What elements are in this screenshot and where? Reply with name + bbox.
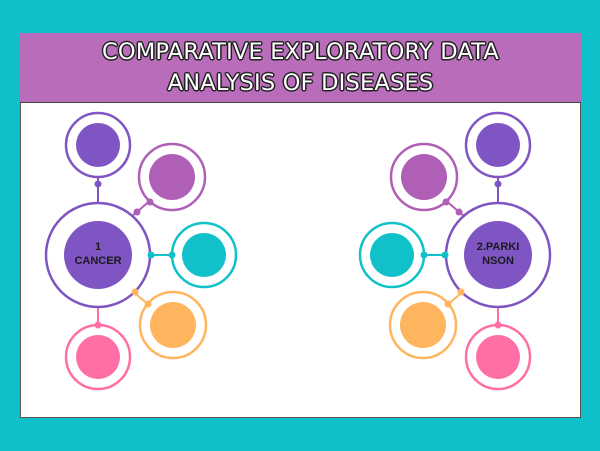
title-banner: COMPARATIVE EXPLORATORY DATA ANALYSIS OF… bbox=[20, 33, 581, 103]
node-left bbox=[370, 233, 414, 277]
junction-dot bbox=[94, 180, 102, 188]
node-bottom bbox=[476, 335, 520, 379]
node-lower-right bbox=[150, 302, 196, 348]
junction-dot bbox=[494, 321, 502, 329]
junction-dot bbox=[168, 251, 176, 259]
title-line-2: ANALYSIS OF DISEASES bbox=[167, 70, 434, 96]
hub-label-line-2: NSON bbox=[482, 255, 514, 267]
junction-dot bbox=[455, 208, 463, 216]
node-upper-right bbox=[149, 154, 195, 200]
junction-dot bbox=[146, 198, 154, 206]
hub-circle bbox=[464, 221, 532, 289]
junction-dot bbox=[442, 198, 450, 206]
junction-dot bbox=[420, 251, 428, 259]
junction-dot bbox=[133, 208, 141, 216]
junction-dot bbox=[444, 300, 452, 308]
parkinson-diagram: 2.PARKI NSON bbox=[358, 111, 552, 391]
title-line-1: COMPARATIVE EXPLORATORY DATA bbox=[102, 39, 499, 65]
hub-label-line-1: 1 bbox=[95, 241, 101, 253]
cancer-diagram: 1 CANCER bbox=[44, 111, 238, 391]
junction-dot bbox=[94, 321, 102, 329]
node-right bbox=[182, 233, 226, 277]
node-top bbox=[476, 123, 520, 167]
junction-dot bbox=[441, 251, 449, 259]
node-lower-left bbox=[400, 302, 446, 348]
junction-dot bbox=[494, 180, 502, 188]
node-bottom bbox=[76, 335, 120, 379]
junction-dot bbox=[457, 288, 465, 296]
junction-dot bbox=[131, 288, 139, 296]
hub-label-line-1: 2.PARKI bbox=[477, 241, 520, 253]
node-top bbox=[76, 123, 120, 167]
hub-circle bbox=[64, 221, 132, 289]
junction-dot bbox=[144, 300, 152, 308]
hub-label-line-2: CANCER bbox=[74, 255, 121, 267]
junction-dot bbox=[147, 251, 155, 259]
node-upper-left bbox=[401, 154, 447, 200]
